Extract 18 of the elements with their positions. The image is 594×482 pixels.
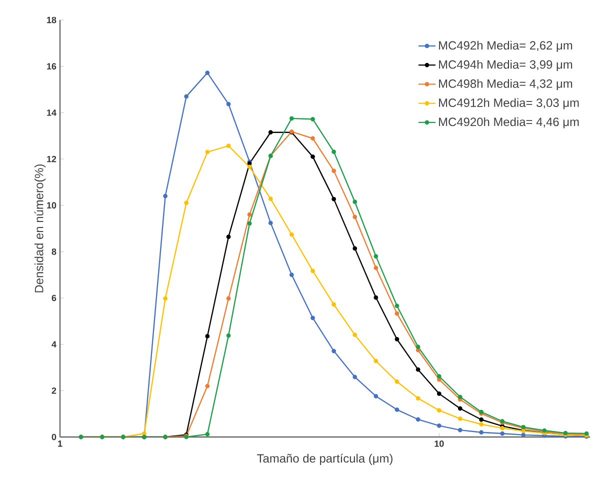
y-tick-label: 18 [47,16,56,24]
y-axis-title: Densidad en número(%) [34,164,46,292]
legend-label: MC494h Media= 3,99 μm [439,60,572,71]
y-tick-label: 10 [47,202,56,209]
y-tick-label: 6 [52,294,56,302]
x-axis-title: Tamaño de partícula (μm) [257,454,392,465]
legend-label: MC498h Media= 4,32 μm [439,79,572,90]
x-tick-label: 1 [58,440,62,447]
y-tick-label: 4 [52,341,56,348]
y-tick-label: 16 [47,63,56,70]
legend-label: MC4920h Media= 4,46 μm [439,117,579,128]
legend-label: MC492h Media= 2,62 μm [439,40,572,52]
y-tick-label: 0 [52,434,56,440]
y-tick-label: 14 [47,110,56,116]
legend-label: MC4912h Media= 3,03 μm [439,98,579,110]
y-tick-label: 2 [52,388,56,394]
y-tick-label: 8 [52,248,56,255]
y-tick-label: 12 [47,156,56,162]
